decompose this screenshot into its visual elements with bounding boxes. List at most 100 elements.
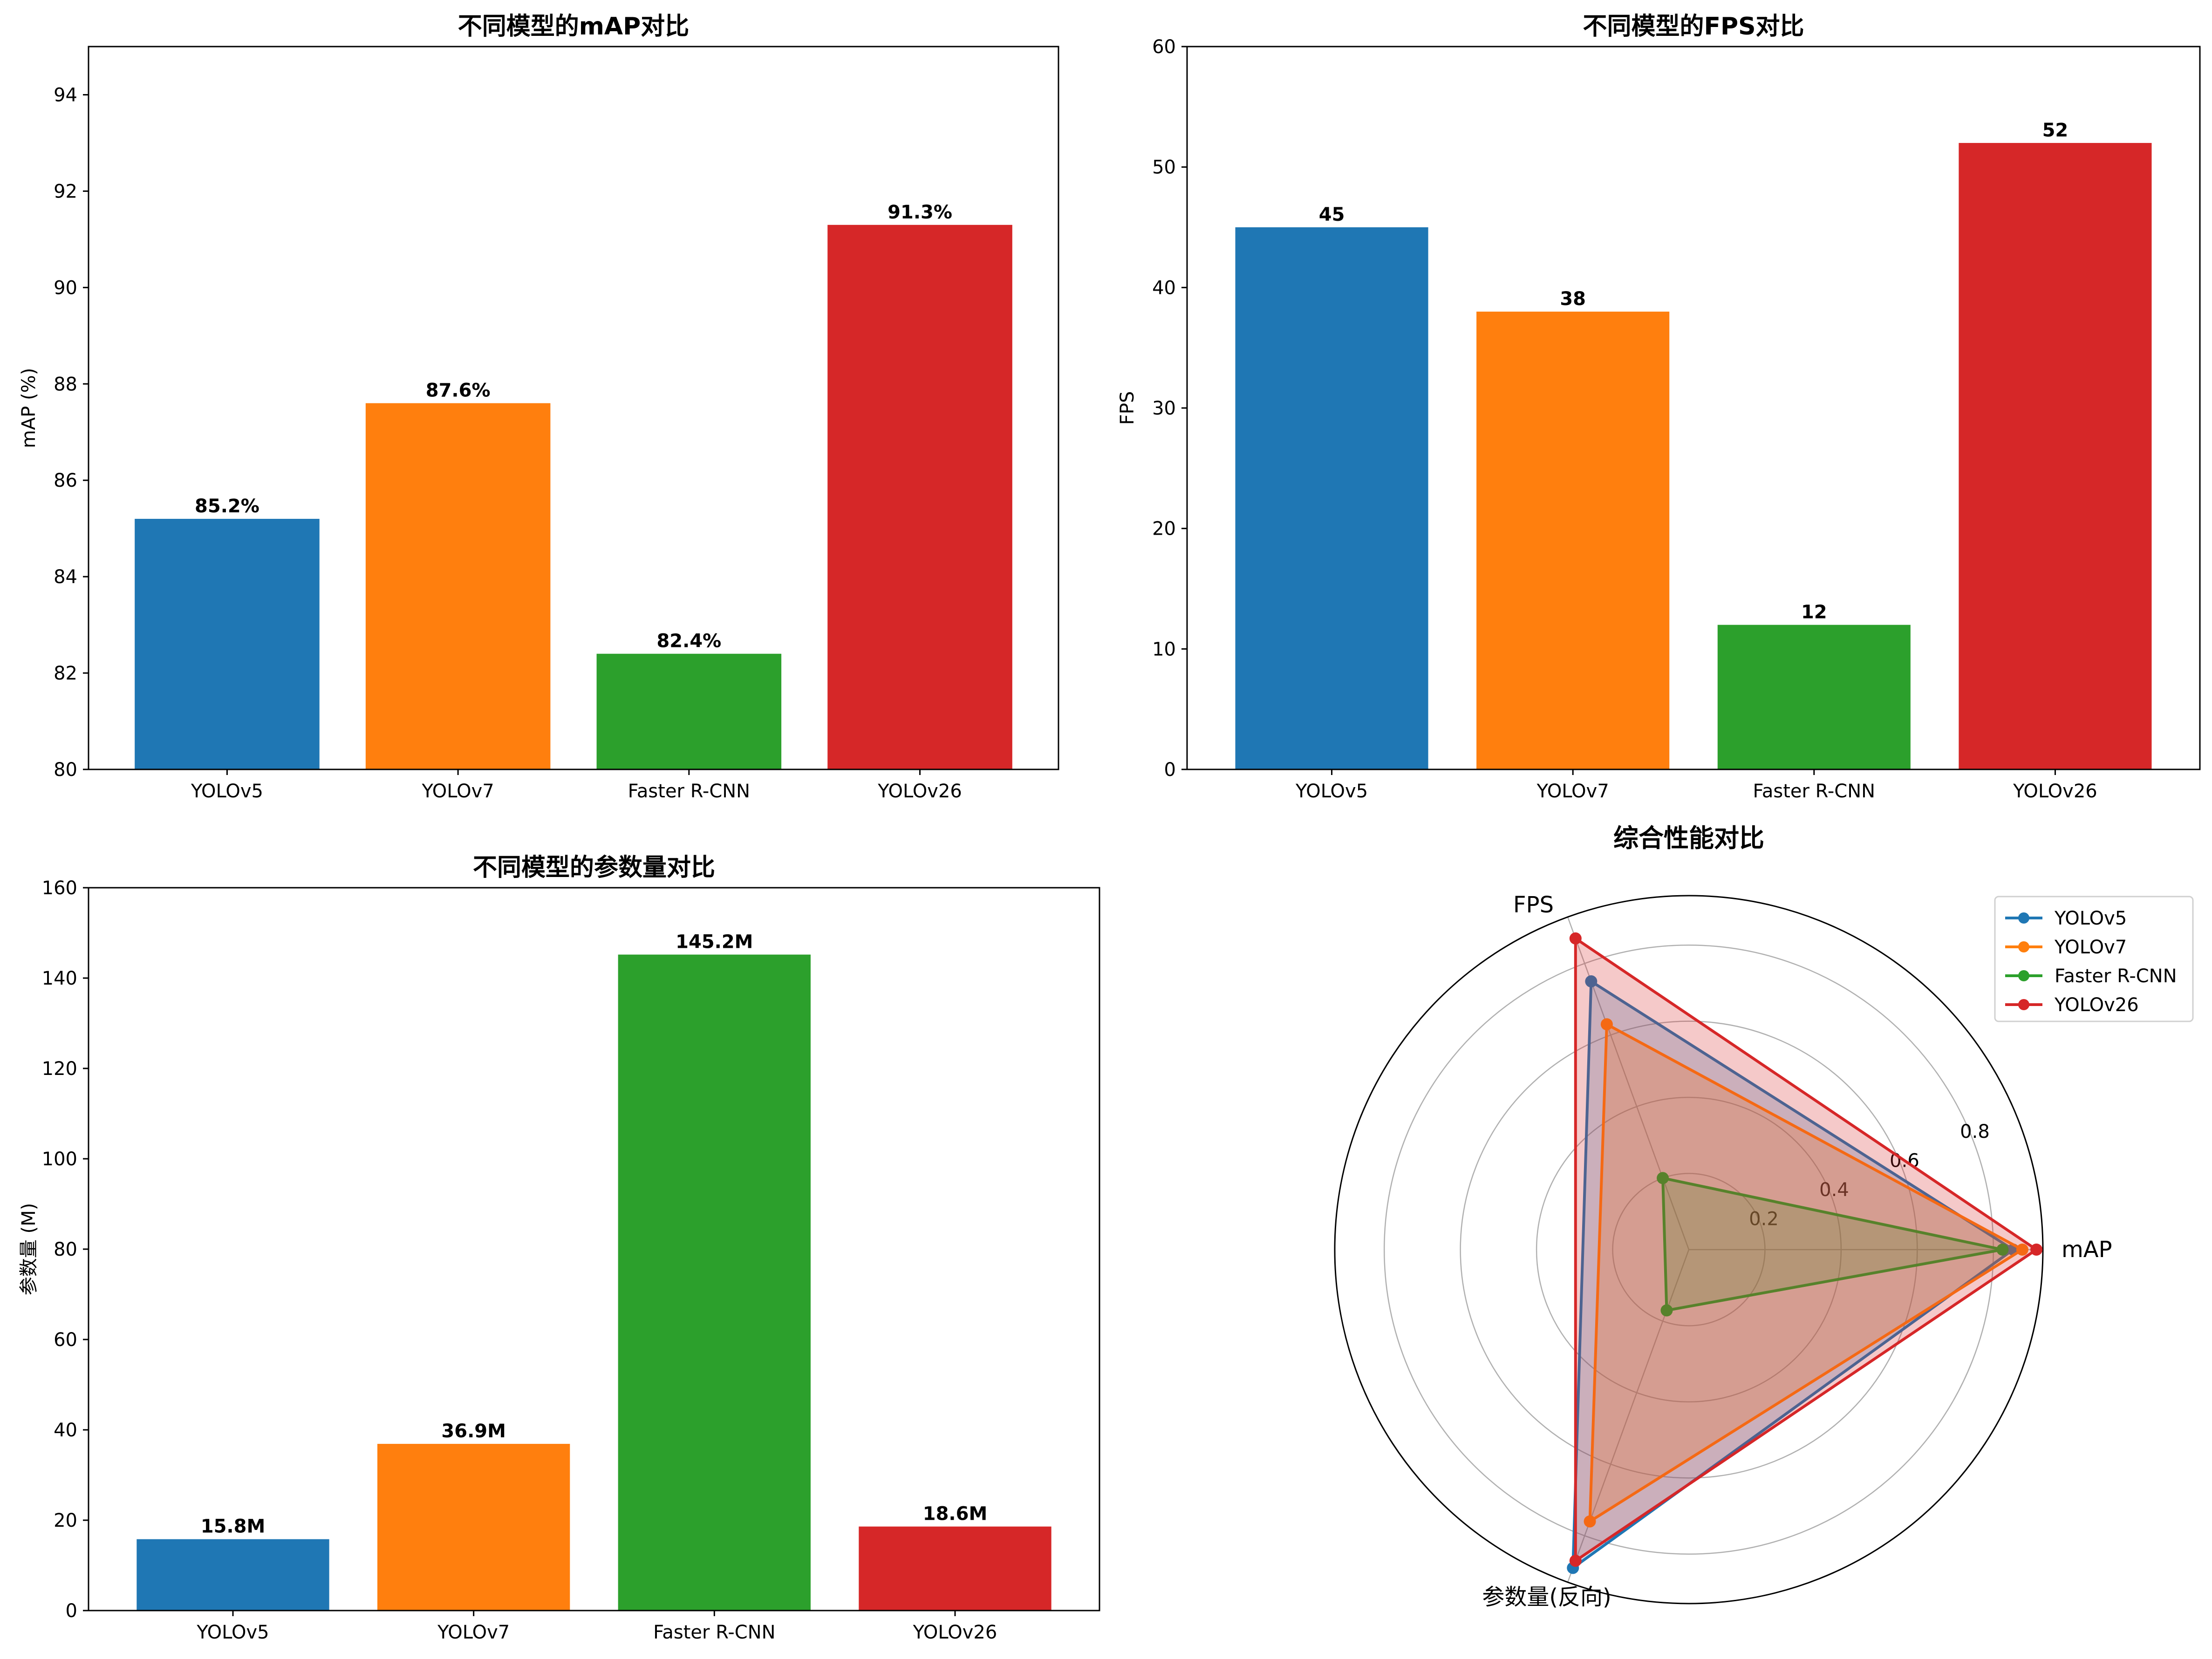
bar-value-label: 12 bbox=[1801, 602, 1827, 623]
legend-box bbox=[1994, 896, 2194, 1022]
bar-yolov5 bbox=[135, 518, 320, 769]
radar-point bbox=[1996, 1244, 2009, 1256]
radar-polygon bbox=[1588, 1023, 2024, 1523]
x-tick-label: YOLOv5 bbox=[196, 1622, 269, 1643]
radar-point bbox=[1584, 1515, 1596, 1528]
y-tick-label: 0 bbox=[66, 1600, 77, 1622]
x-tick-label: YOLOv26 bbox=[2013, 781, 2097, 802]
bar-yolov26 bbox=[859, 1526, 1051, 1611]
radar-point bbox=[2016, 1244, 2028, 1256]
legend-marker bbox=[2018, 941, 2029, 952]
y-tick-label: 60 bbox=[54, 1329, 77, 1351]
y-tick-label: 20 bbox=[1152, 518, 1176, 540]
y-tick-label: 84 bbox=[54, 566, 77, 588]
radar-point bbox=[1600, 1018, 1613, 1031]
y-axis-label: mAP (%) bbox=[18, 368, 40, 448]
radar-axis-label: mAP bbox=[2062, 1237, 2112, 1263]
bar-chart-2: 45 YOLOv5 38 YOLOv7 12 Faster R-CNN 52 YOLOv26 0… bbox=[1117, 13, 2201, 802]
radar-series-faster-r-cnn bbox=[1657, 1172, 2009, 1317]
radar-axis-label: FPS bbox=[1513, 892, 1554, 918]
y-tick-label: 50 bbox=[1152, 157, 1176, 178]
radar-point bbox=[1585, 975, 1598, 988]
radar-point bbox=[1657, 1172, 1669, 1184]
legend-label: YOLOv7 bbox=[2054, 937, 2127, 958]
radar-chart: 0.20.40.60.8mAPFPS参数量(反向)综合性能对比YOLOv5YOL… bbox=[1334, 823, 2194, 1610]
bar-faster-r-cnn bbox=[596, 653, 782, 769]
bar-value-label: 82.4% bbox=[656, 631, 721, 652]
bar-value-label: 15.8M bbox=[201, 1516, 266, 1537]
legend-label: Faster R-CNN bbox=[2055, 965, 2177, 987]
radar-legend: YOLOv5 YOLOv7 Faster R-CNN YOLOv26 bbox=[1994, 896, 2194, 1022]
y-tick-label: 82 bbox=[54, 663, 77, 684]
chart-title: 不同模型的参数量对比 bbox=[473, 854, 715, 882]
bar-value-label: 36.9M bbox=[441, 1421, 506, 1442]
radar-r-tick-label: 0.4 bbox=[1819, 1179, 1849, 1201]
bar-yolov5 bbox=[137, 1539, 329, 1611]
bar-value-label: 18.6M bbox=[923, 1503, 988, 1525]
y-tick-label: 160 bbox=[42, 877, 77, 899]
bar-value-label: 52 bbox=[2042, 120, 2069, 141]
bar-yolov7 bbox=[365, 403, 551, 769]
radar-series-yolov7 bbox=[1584, 1018, 2028, 1528]
y-axis-label: 参数量 (M) bbox=[18, 1203, 40, 1295]
bar-value-label: 45 bbox=[1319, 204, 1345, 225]
legend-item: Faster R-CNN bbox=[2005, 965, 2177, 987]
x-tick-label: YOLOv5 bbox=[191, 781, 263, 802]
legend-marker bbox=[2018, 970, 2029, 981]
y-tick-label: 94 bbox=[54, 84, 77, 106]
legend-item: YOLOv7 bbox=[2005, 937, 2127, 958]
y-tick-label: 30 bbox=[1152, 398, 1176, 419]
plot-frame bbox=[88, 46, 1059, 770]
y-tick-label: 90 bbox=[54, 277, 77, 299]
y-tick-label: 80 bbox=[54, 759, 77, 781]
chart-title: 综合性能对比 bbox=[1613, 823, 1764, 853]
y-tick-label: 10 bbox=[1152, 639, 1176, 660]
chart-title: 不同模型的FPS对比 bbox=[1583, 13, 1804, 41]
plot-frame bbox=[1186, 46, 2201, 770]
radar-r-tick-label: 0.8 bbox=[1960, 1121, 1990, 1142]
bar-value-label: 91.3% bbox=[888, 202, 952, 223]
x-tick-label: Faster R-CNN bbox=[653, 1622, 776, 1643]
y-tick-label: 140 bbox=[42, 968, 77, 989]
radar-spoke bbox=[1567, 917, 1690, 1250]
bar-value-label: 145.2M bbox=[676, 931, 753, 953]
y-tick-label: 60 bbox=[1152, 36, 1176, 58]
x-tick-label: YOLOv7 bbox=[422, 781, 494, 802]
radar-outer-circle bbox=[1334, 895, 2044, 1605]
bar-chart-3: 15.8M YOLOv5 36.9M YOLOv7 145.2M Faster R-CNN… bbox=[18, 854, 1100, 1643]
bar-yolov26 bbox=[827, 224, 1012, 769]
radar-r-tick-label: 0.2 bbox=[1749, 1208, 1779, 1230]
radar-polygon bbox=[1574, 937, 2038, 1563]
x-tick-label: YOLOv26 bbox=[877, 781, 962, 802]
bar-faster-r-cnn bbox=[1717, 625, 1911, 769]
y-tick-label: 100 bbox=[42, 1149, 77, 1170]
y-tick-label: 120 bbox=[42, 1058, 77, 1080]
bar-faster-r-cnn bbox=[618, 954, 811, 1611]
y-tick-label: 92 bbox=[54, 181, 77, 202]
radar-point bbox=[1569, 1555, 1582, 1567]
bar-yolov7 bbox=[1476, 312, 1670, 769]
x-tick-label: YOLOv26 bbox=[913, 1622, 997, 1643]
radar-point bbox=[2030, 1244, 2043, 1256]
bar-value-label: 85.2% bbox=[195, 496, 259, 517]
chart-title: 不同模型的mAP对比 bbox=[458, 13, 690, 41]
legend-label: YOLOv26 bbox=[2054, 994, 2139, 1016]
radar-point bbox=[1660, 1304, 1673, 1317]
y-tick-label: 0 bbox=[1164, 759, 1176, 781]
y-tick-label: 80 bbox=[54, 1239, 77, 1260]
radar-series-yolov26 bbox=[1569, 932, 2043, 1567]
plot-frame bbox=[88, 887, 1100, 1611]
radar-axis-label: 参数量(反向) bbox=[1482, 1584, 1611, 1610]
legend-marker bbox=[2018, 912, 2029, 924]
radar-polygon bbox=[1571, 980, 2015, 1570]
bar-yolov26 bbox=[1959, 143, 2152, 769]
y-tick-label: 86 bbox=[54, 470, 77, 491]
y-tick-label: 88 bbox=[54, 374, 77, 395]
bar-yolov5 bbox=[1235, 227, 1428, 769]
bar-chart-1: 85.2% YOLOv5 87.6% YOLOv7 82.4% Faster R-CNN 9… bbox=[18, 13, 1059, 802]
y-tick-label: 40 bbox=[54, 1420, 77, 1441]
y-tick-label: 40 bbox=[1152, 277, 1176, 299]
y-tick-label: 20 bbox=[54, 1510, 77, 1531]
legend-item: YOLOv26 bbox=[2005, 994, 2139, 1016]
